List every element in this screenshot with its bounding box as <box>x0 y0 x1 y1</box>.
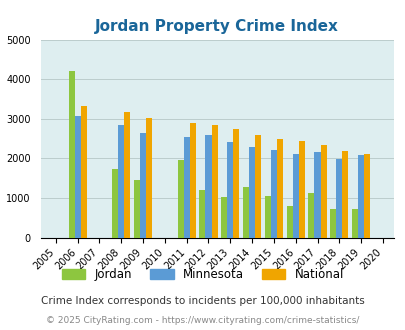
Bar <box>211 125 217 238</box>
Bar <box>254 135 260 238</box>
Bar <box>134 180 140 238</box>
Bar <box>199 190 205 238</box>
Bar <box>112 170 118 238</box>
Bar <box>335 159 341 238</box>
Bar <box>189 123 195 238</box>
Title: Jordan Property Crime Index: Jordan Property Crime Index <box>95 19 338 34</box>
Bar <box>292 154 298 238</box>
Bar <box>351 209 357 238</box>
Bar <box>140 133 146 238</box>
Bar <box>298 141 304 238</box>
Bar <box>363 154 369 238</box>
Bar <box>205 135 211 238</box>
Bar <box>329 209 335 238</box>
Bar <box>233 129 239 238</box>
Bar <box>320 145 326 238</box>
Bar <box>341 151 347 238</box>
Bar <box>314 152 320 238</box>
Bar <box>276 139 282 238</box>
Bar <box>81 106 87 238</box>
Bar <box>248 147 254 238</box>
Bar <box>75 115 81 238</box>
Bar <box>146 117 152 238</box>
Bar <box>177 160 183 238</box>
Bar <box>357 155 363 238</box>
Bar <box>124 112 130 238</box>
Bar <box>183 137 189 238</box>
Text: Crime Index corresponds to incidents per 100,000 inhabitants: Crime Index corresponds to incidents per… <box>41 296 364 306</box>
Bar <box>227 142 233 238</box>
Bar <box>286 206 292 238</box>
Bar <box>221 197 227 238</box>
Bar <box>270 150 276 238</box>
Text: © 2025 CityRating.com - https://www.cityrating.com/crime-statistics/: © 2025 CityRating.com - https://www.city… <box>46 316 359 325</box>
Bar <box>307 193 314 238</box>
Bar <box>68 71 75 238</box>
Bar <box>264 196 270 238</box>
Bar <box>118 125 124 238</box>
Bar <box>242 187 248 238</box>
Legend: Jordan, Minnesota, National: Jordan, Minnesota, National <box>57 263 348 286</box>
